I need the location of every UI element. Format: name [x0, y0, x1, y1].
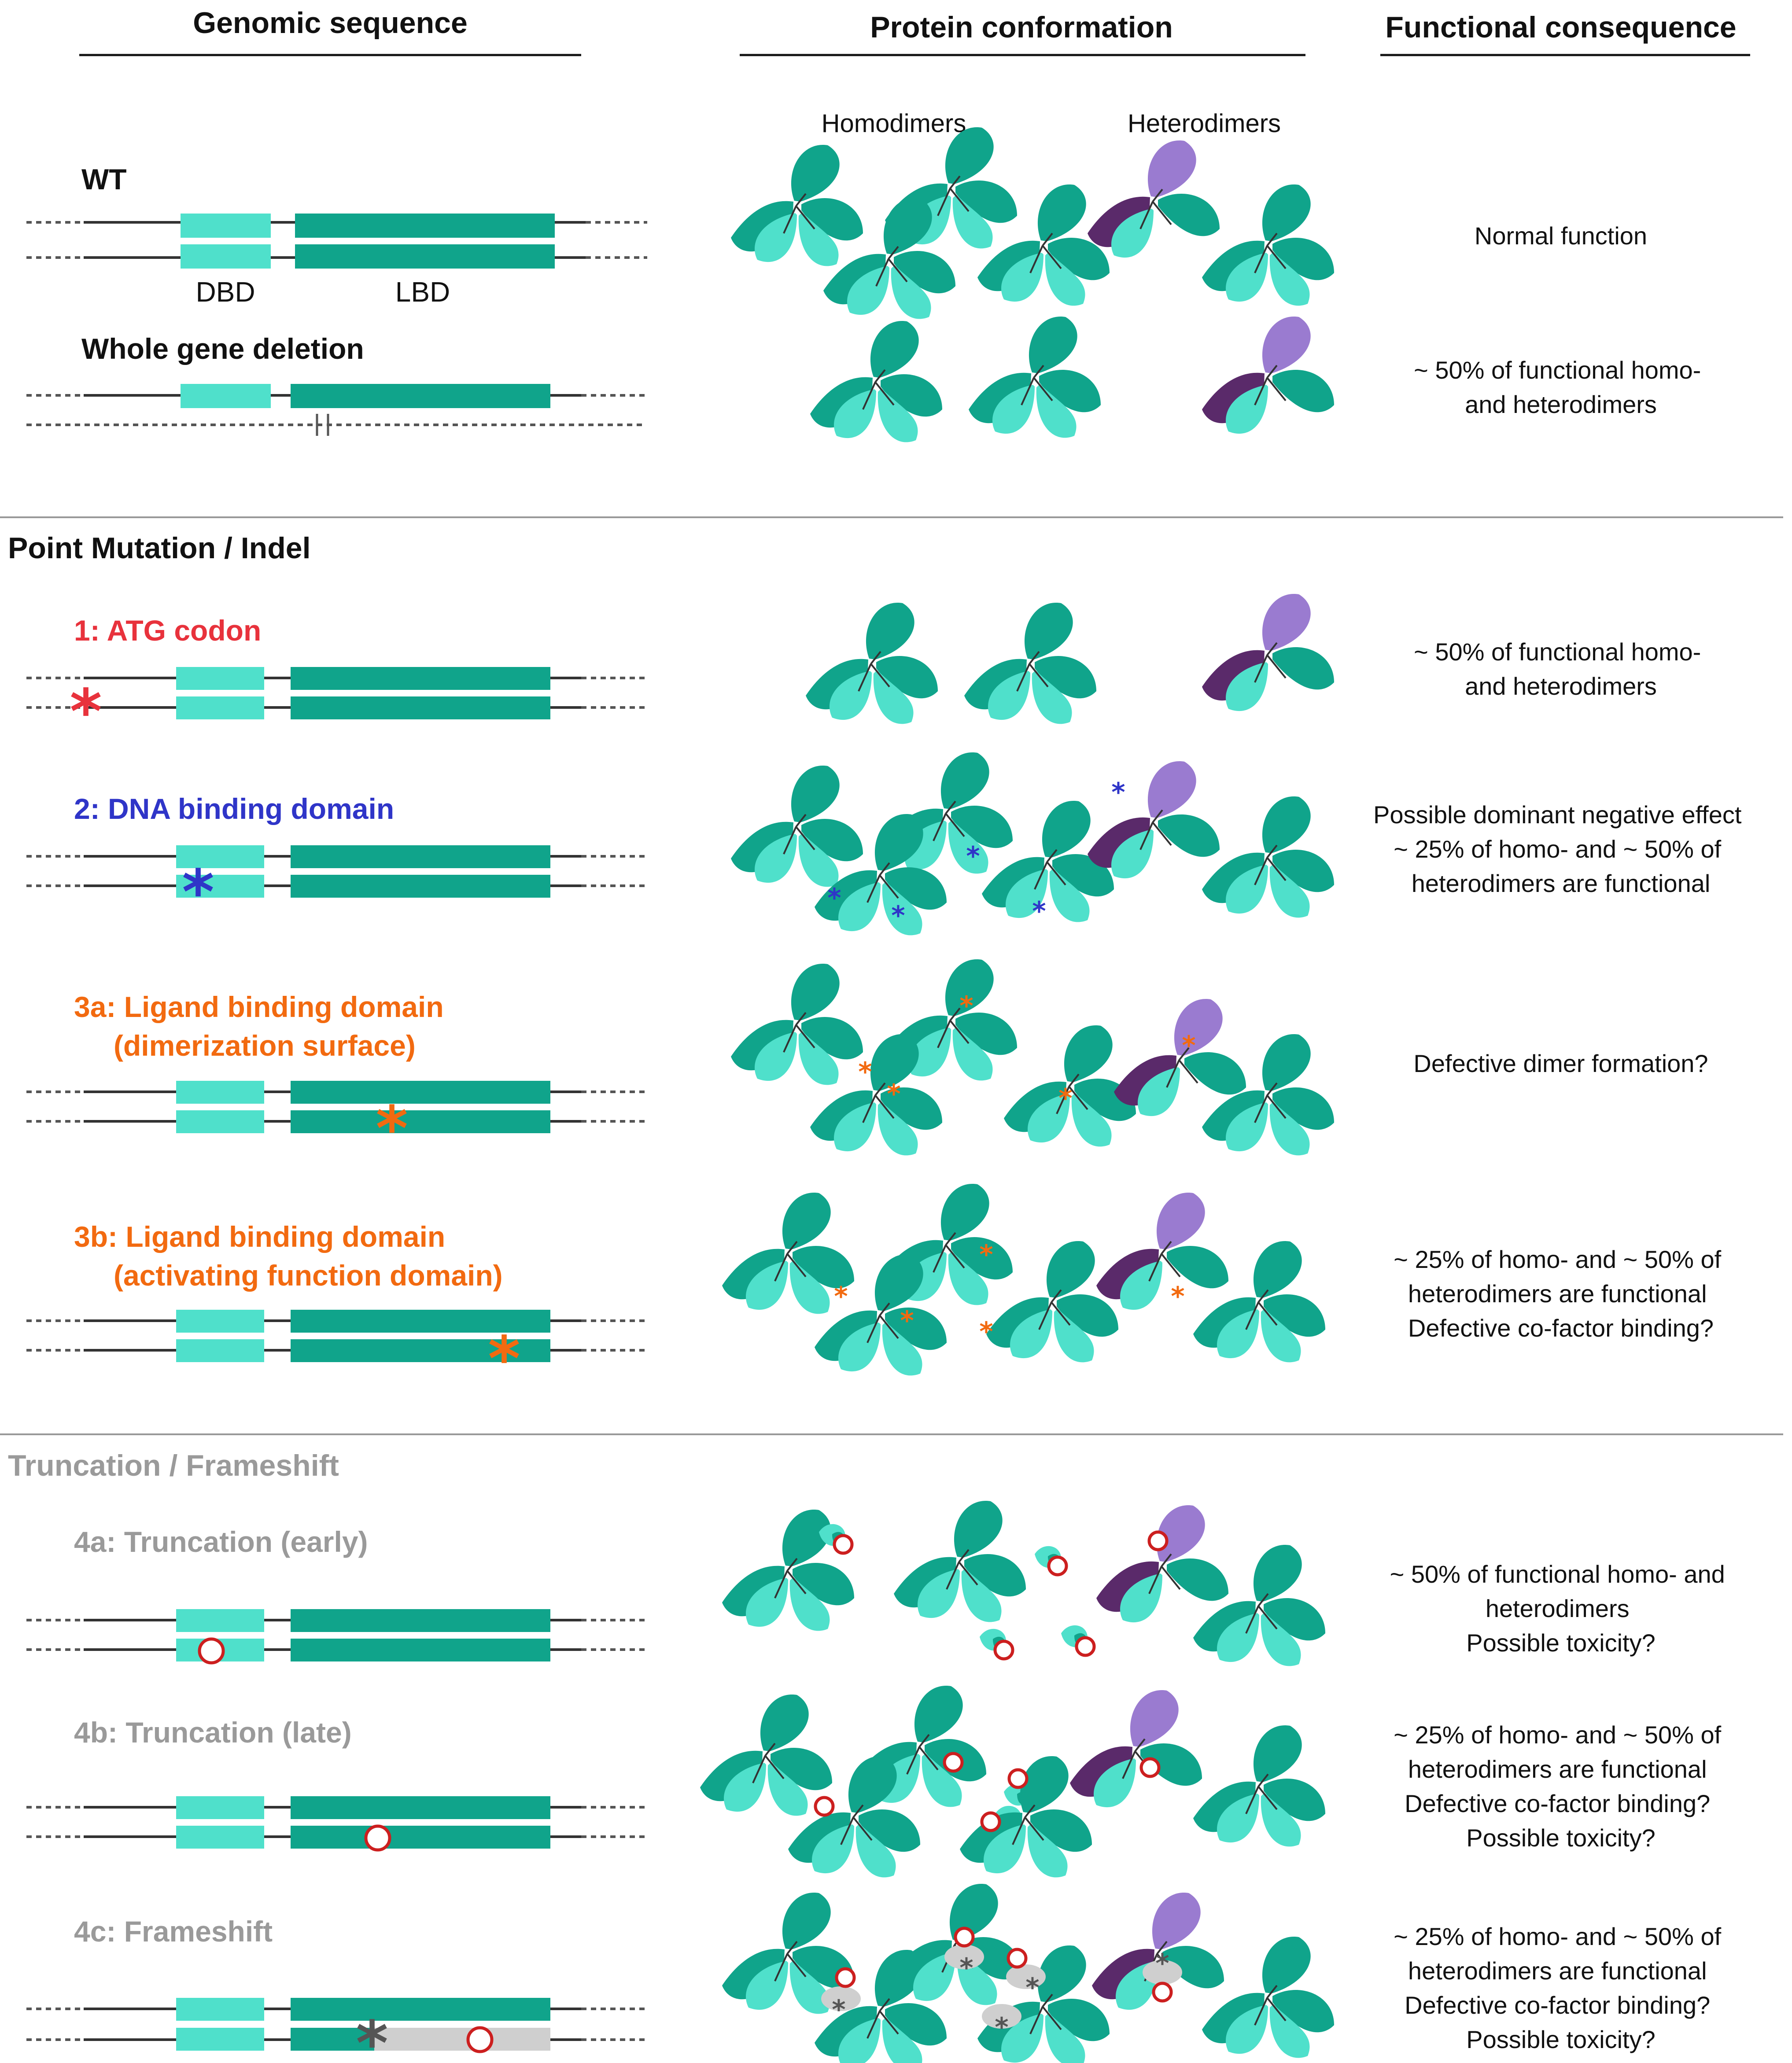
consequence-lbd3a: Defective dimer formation?: [1413, 1050, 1708, 1077]
svg-text:*: *: [1155, 1948, 1169, 1979]
gene-dbd: *: [26, 845, 645, 928]
section-title-truncation: Truncation / Frameshift: [8, 1449, 339, 1482]
svg-text:*: *: [1058, 1083, 1072, 1114]
svg-text:*: *: [1182, 1030, 1195, 1061]
truncation-ring-t4a: [198, 1637, 225, 1665]
gene-atg: *: [26, 667, 645, 748]
svg-text:*: *: [887, 1079, 900, 1109]
consequence-atg: ~ 50% of functional homo- and heterodime…: [1414, 638, 1708, 700]
svg-text:*: *: [834, 1281, 848, 1312]
mutation-star-lbd3a: *: [376, 1093, 408, 1165]
row-title-t4a: 4a: Truncation (early): [74, 1525, 368, 1558]
consequence-t4a: ~ 50% of functional homo- and heterodime…: [1390, 1560, 1732, 1657]
header-functional: Functional consequence: [1385, 11, 1736, 44]
label-homodimers: Homodimers: [822, 109, 966, 138]
label-heterodimers: Heterodimers: [1128, 109, 1281, 138]
mutation-star-dbd: *: [182, 857, 214, 928]
section-title-point-mutation: Point Mutation / Indel: [8, 531, 310, 565]
svg-text:*: *: [979, 1239, 993, 1270]
gene-lbd3a: *: [26, 1081, 645, 1165]
row-title-t4c: 4c: Frameshift: [74, 1915, 273, 1948]
svg-text:*: *: [891, 900, 905, 931]
proteins-lbd3b: * * * * *: [721, 1183, 1326, 1377]
svg-text:*: *: [1025, 1972, 1039, 2003]
consequence-lbd3b: ~ 25% of homo- and ~ 50% of heterodimers…: [1394, 1245, 1728, 1342]
truncation-ring-t4c: [466, 2026, 494, 2053]
svg-text:*: *: [832, 1994, 845, 2025]
svg-text:*: *: [827, 883, 841, 914]
row-subtitle-lbd3a: (dimerization surface): [114, 1029, 416, 1062]
domain-label-lbd: LBD: [395, 276, 450, 308]
row-title-lbd3b: 3b: Ligand binding domain: [74, 1220, 445, 1253]
truncation-ring-t4b: [364, 1824, 391, 1852]
row-title-lbd3a: 3a: Ligand binding domain: [74, 991, 444, 1023]
svg-text:*: *: [1171, 1281, 1184, 1312]
svg-text:*: *: [1032, 896, 1046, 927]
header-protein: Protein conformation: [870, 11, 1173, 44]
svg-text:*: *: [1111, 777, 1125, 808]
row-title-deletion: Whole gene deletion: [81, 332, 364, 365]
mutation-star-lbd3b: *: [488, 1323, 520, 1395]
gene-t4b: [26, 1796, 645, 1852]
proteins-deletion: [809, 316, 1335, 443]
svg-text:*: *: [995, 2012, 1008, 2043]
proteins-atg: [805, 593, 1335, 725]
consequence-wt: Normal function: [1475, 222, 1647, 250]
row-title-dbd: 2: DNA binding domain: [74, 792, 394, 825]
proteins-dbd: * * * * *: [730, 752, 1335, 936]
svg-text:*: *: [959, 1952, 973, 1983]
gene-t4a: [26, 1609, 645, 1665]
row-title-wt: WT: [81, 163, 127, 195]
proteins-t4b: [699, 1685, 1326, 1879]
consequence-deletion: ~ 50% of functional homo- and heterodime…: [1414, 356, 1708, 418]
gene-wt: [26, 214, 647, 269]
svg-text:*: *: [979, 1316, 993, 1347]
consequence-dbd: Possible dominant negative effect ~ 25% …: [1373, 801, 1748, 897]
consequence-t4c: ~ 25% of homo- and ~ 50% of heterodimers…: [1394, 1923, 1728, 2053]
proteins-wt: [730, 126, 1335, 320]
proteins-t4c: * * * * *: [721, 1883, 1335, 2063]
svg-text:*: *: [900, 1305, 914, 1336]
header-genomic: Genomic sequence: [193, 6, 468, 40]
proteins-t4a: [721, 1500, 1326, 1667]
proteins-lbd3a: * * * * *: [730, 958, 1335, 1157]
mutation-star-atg: *: [70, 676, 102, 748]
gene-deletion: [26, 384, 645, 436]
svg-text:*: *: [959, 991, 973, 1021]
domain-label-dbd: DBD: [195, 276, 255, 308]
svg-text:*: *: [966, 841, 980, 872]
gene-lbd3b: *: [26, 1310, 645, 1395]
consequence-t4b: ~ 25% of homo- and ~ 50% of heterodimers…: [1394, 1721, 1728, 1852]
row-subtitle-lbd3b: (activating function domain): [114, 1259, 503, 1292]
row-title-atg: 1: ATG codon: [74, 614, 261, 647]
row-title-t4b: 4b: Truncation (late): [74, 1716, 352, 1749]
svg-text:*: *: [858, 1057, 872, 1087]
frameshift-star-t4c: *: [356, 2008, 388, 2063]
gene-t4c: *: [26, 1998, 645, 2063]
